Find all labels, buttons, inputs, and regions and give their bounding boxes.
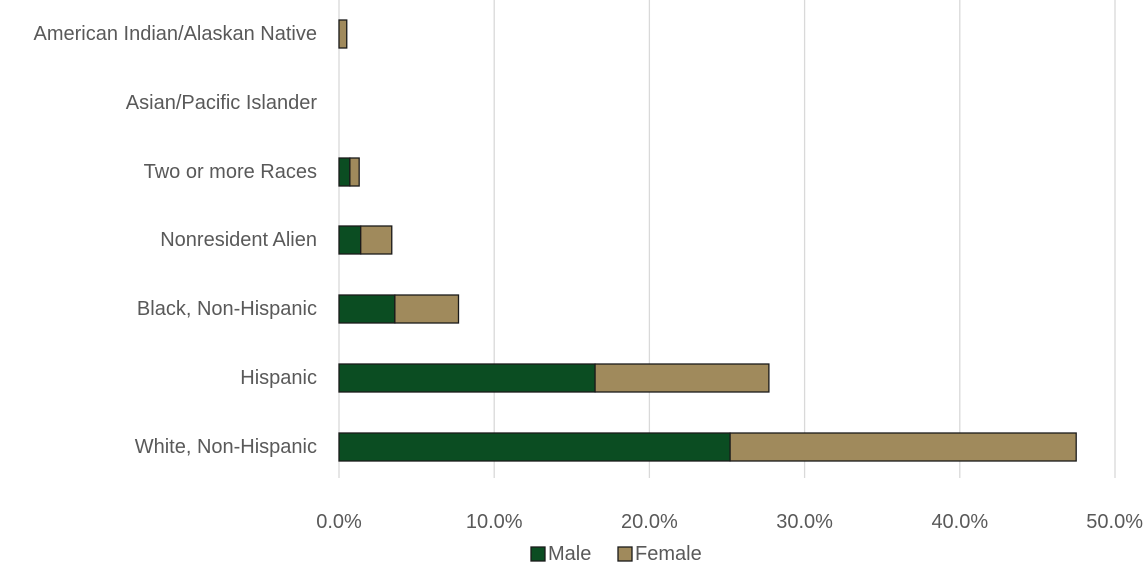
bar-male-2 — [338, 157, 351, 187]
legend-swatch-male — [530, 546, 546, 562]
category-label-0: American Indian/Alaskan Native — [34, 23, 317, 45]
category-label-1: Asian/Pacific Islander — [126, 92, 318, 114]
category-label-6: White, Non-Hispanic — [135, 436, 317, 458]
bar-female-3 — [360, 225, 393, 255]
x-tick-label-1: 10.0% — [466, 511, 523, 533]
x-tick-label-2: 20.0% — [621, 511, 678, 533]
bar-female-0 — [338, 19, 348, 49]
category-label-3: Nonresident Alien — [160, 229, 317, 251]
bar-female-2 — [349, 157, 360, 187]
bar-male-6 — [338, 432, 731, 462]
category-label-2: Two or more Races — [144, 161, 317, 183]
bar-male-3 — [338, 225, 362, 255]
bar-male-5 — [338, 363, 596, 393]
legend: Male Female — [530, 543, 702, 565]
legend-label-female: Female — [635, 543, 702, 565]
bars — [338, 19, 1077, 462]
category-labels: American Indian/Alaskan Native Asian/Paci… — [34, 23, 318, 458]
x-tick-label-5: 50.0% — [1086, 511, 1143, 533]
bar-female-4 — [394, 294, 460, 324]
x-tick-label-0: 0.0% — [316, 511, 362, 533]
gridlines — [493, 0, 1116, 478]
category-label-4: Black, Non-Hispanic — [137, 298, 317, 320]
legend-swatch-female — [617, 546, 633, 562]
legend-label-male: Male — [548, 543, 591, 565]
x-tick-labels: 0.0% 10.0% 20.0% 30.0% 40.0% 50.0% — [316, 511, 1143, 533]
category-label-5: Hispanic — [240, 367, 317, 389]
bar-female-5 — [594, 363, 770, 393]
bar-female-6 — [729, 432, 1077, 462]
x-tick-label-3: 30.0% — [776, 511, 833, 533]
bar-male-4 — [338, 294, 396, 324]
x-tick-label-4: 40.0% — [931, 511, 988, 533]
